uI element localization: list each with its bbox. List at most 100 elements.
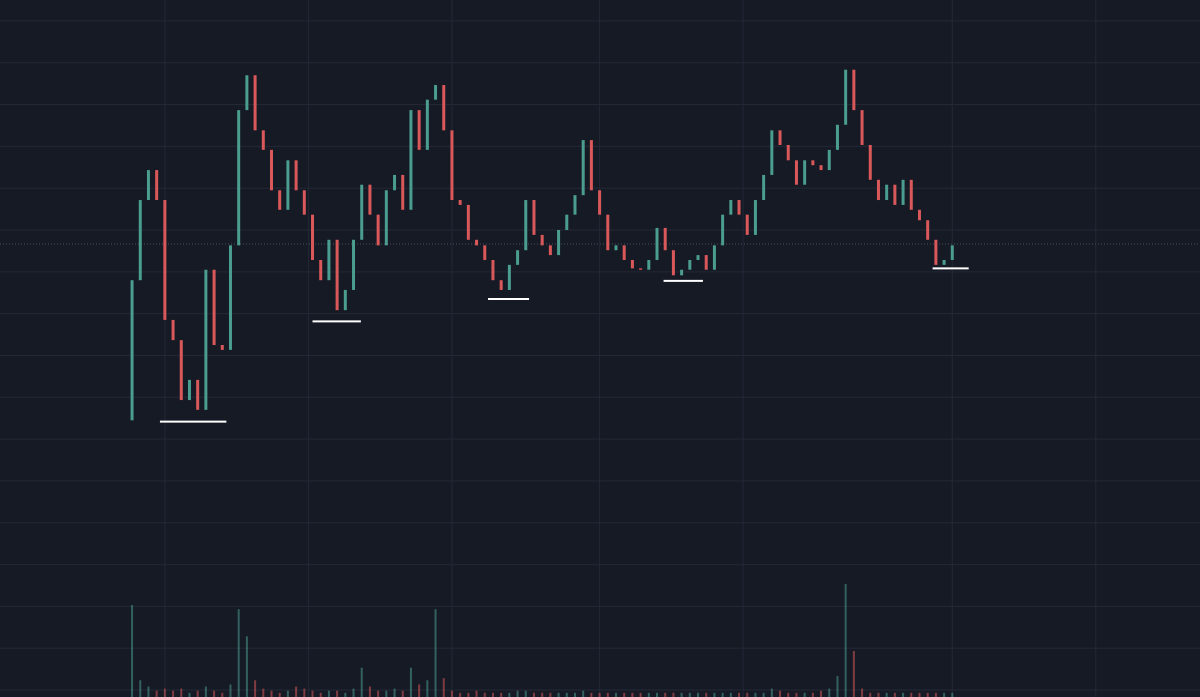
volume-bar bbox=[409, 667, 412, 697]
candle-body bbox=[187, 379, 191, 401]
volume-bar bbox=[713, 692, 716, 697]
volume-bar bbox=[180, 688, 183, 697]
candle-body bbox=[343, 289, 347, 311]
volume-bar bbox=[844, 584, 847, 697]
candle-body bbox=[893, 184, 897, 205]
volume-bar bbox=[918, 692, 921, 697]
candle-body bbox=[770, 130, 774, 175]
candle-body bbox=[704, 255, 708, 270]
volume-bar bbox=[582, 690, 585, 697]
candle-body bbox=[721, 214, 725, 246]
volume-bar bbox=[303, 688, 306, 697]
volume-bar bbox=[516, 690, 519, 697]
volume-bar bbox=[147, 686, 150, 697]
candle-body bbox=[220, 345, 224, 350]
volume-bar bbox=[295, 686, 298, 697]
candle-body bbox=[688, 259, 692, 270]
volume-bar bbox=[459, 692, 462, 697]
candle-body bbox=[909, 179, 913, 210]
candle-body bbox=[499, 280, 503, 290]
candle-body bbox=[524, 200, 528, 251]
volume-bar bbox=[204, 686, 207, 697]
volume-bar bbox=[639, 692, 642, 697]
candle-body bbox=[540, 234, 544, 246]
candle-body bbox=[417, 110, 421, 150]
volume-bar bbox=[910, 692, 913, 697]
candle-body bbox=[630, 259, 634, 269]
volume-bar bbox=[869, 692, 872, 697]
volume-bar bbox=[951, 692, 954, 697]
candle-body bbox=[146, 170, 150, 201]
volume-bar bbox=[172, 690, 175, 697]
candle-body bbox=[384, 190, 388, 246]
volume-bar bbox=[500, 692, 503, 697]
volume-bar bbox=[828, 688, 831, 697]
volume-bar bbox=[902, 692, 905, 697]
candle-body bbox=[696, 255, 700, 260]
candle-body bbox=[294, 160, 298, 191]
candle-body bbox=[450, 130, 454, 201]
candle-body bbox=[589, 140, 593, 191]
candle-body bbox=[434, 85, 438, 100]
volume-bar bbox=[573, 692, 576, 697]
candle-body bbox=[196, 379, 200, 410]
volume-bar bbox=[286, 690, 289, 697]
candle-body bbox=[934, 239, 938, 265]
candle-body bbox=[729, 200, 733, 215]
volume-bar bbox=[139, 680, 142, 697]
candle-body bbox=[901, 179, 905, 205]
candle-body bbox=[327, 239, 331, 281]
candle-body bbox=[425, 99, 429, 150]
candle-body bbox=[458, 200, 462, 205]
volume-bar bbox=[647, 692, 650, 697]
candle-body bbox=[286, 160, 290, 210]
volume-bar bbox=[426, 680, 429, 697]
candle-body bbox=[483, 245, 487, 260]
volume-bar bbox=[229, 684, 232, 697]
volume-bar bbox=[319, 692, 322, 697]
volume-bar bbox=[606, 692, 609, 697]
candle-body bbox=[917, 209, 921, 221]
volume-bar bbox=[631, 692, 634, 697]
volume-bar bbox=[598, 692, 601, 697]
volume-bar bbox=[311, 690, 314, 697]
candle-body bbox=[179, 340, 183, 401]
candle-body bbox=[532, 200, 536, 235]
candle-body bbox=[302, 190, 306, 215]
candle-body bbox=[745, 214, 749, 235]
volume-bar bbox=[688, 692, 691, 697]
volume-bar bbox=[278, 692, 281, 697]
candle-body bbox=[737, 200, 741, 215]
candle-body bbox=[786, 144, 790, 161]
volume-bar bbox=[401, 690, 404, 697]
candle-body bbox=[130, 280, 134, 421]
candle-body bbox=[950, 245, 954, 260]
candle-body bbox=[442, 85, 446, 131]
volume-bar bbox=[934, 692, 937, 697]
candle-body bbox=[811, 160, 815, 166]
candle-body bbox=[163, 200, 167, 320]
candle-body bbox=[245, 75, 249, 111]
volume-bar bbox=[131, 604, 134, 697]
volume-bar bbox=[762, 692, 765, 697]
volume-bar bbox=[188, 692, 191, 697]
candle-body bbox=[598, 190, 602, 215]
volume-bar bbox=[656, 692, 659, 697]
volume-bar bbox=[352, 688, 355, 697]
candle-body bbox=[237, 110, 241, 246]
volume-bar bbox=[508, 692, 511, 697]
candle-body bbox=[942, 259, 946, 265]
volume-bar bbox=[336, 690, 339, 697]
volume-bar bbox=[787, 692, 790, 697]
volume-bar bbox=[697, 692, 700, 697]
volume-bar bbox=[926, 692, 929, 697]
volume-bar bbox=[779, 690, 782, 697]
volume-bar bbox=[475, 690, 478, 697]
candle-body bbox=[622, 245, 626, 260]
candle-body bbox=[516, 250, 520, 265]
volume-bar bbox=[213, 690, 216, 697]
volume-bar bbox=[524, 690, 527, 697]
volume-bar bbox=[672, 692, 675, 697]
